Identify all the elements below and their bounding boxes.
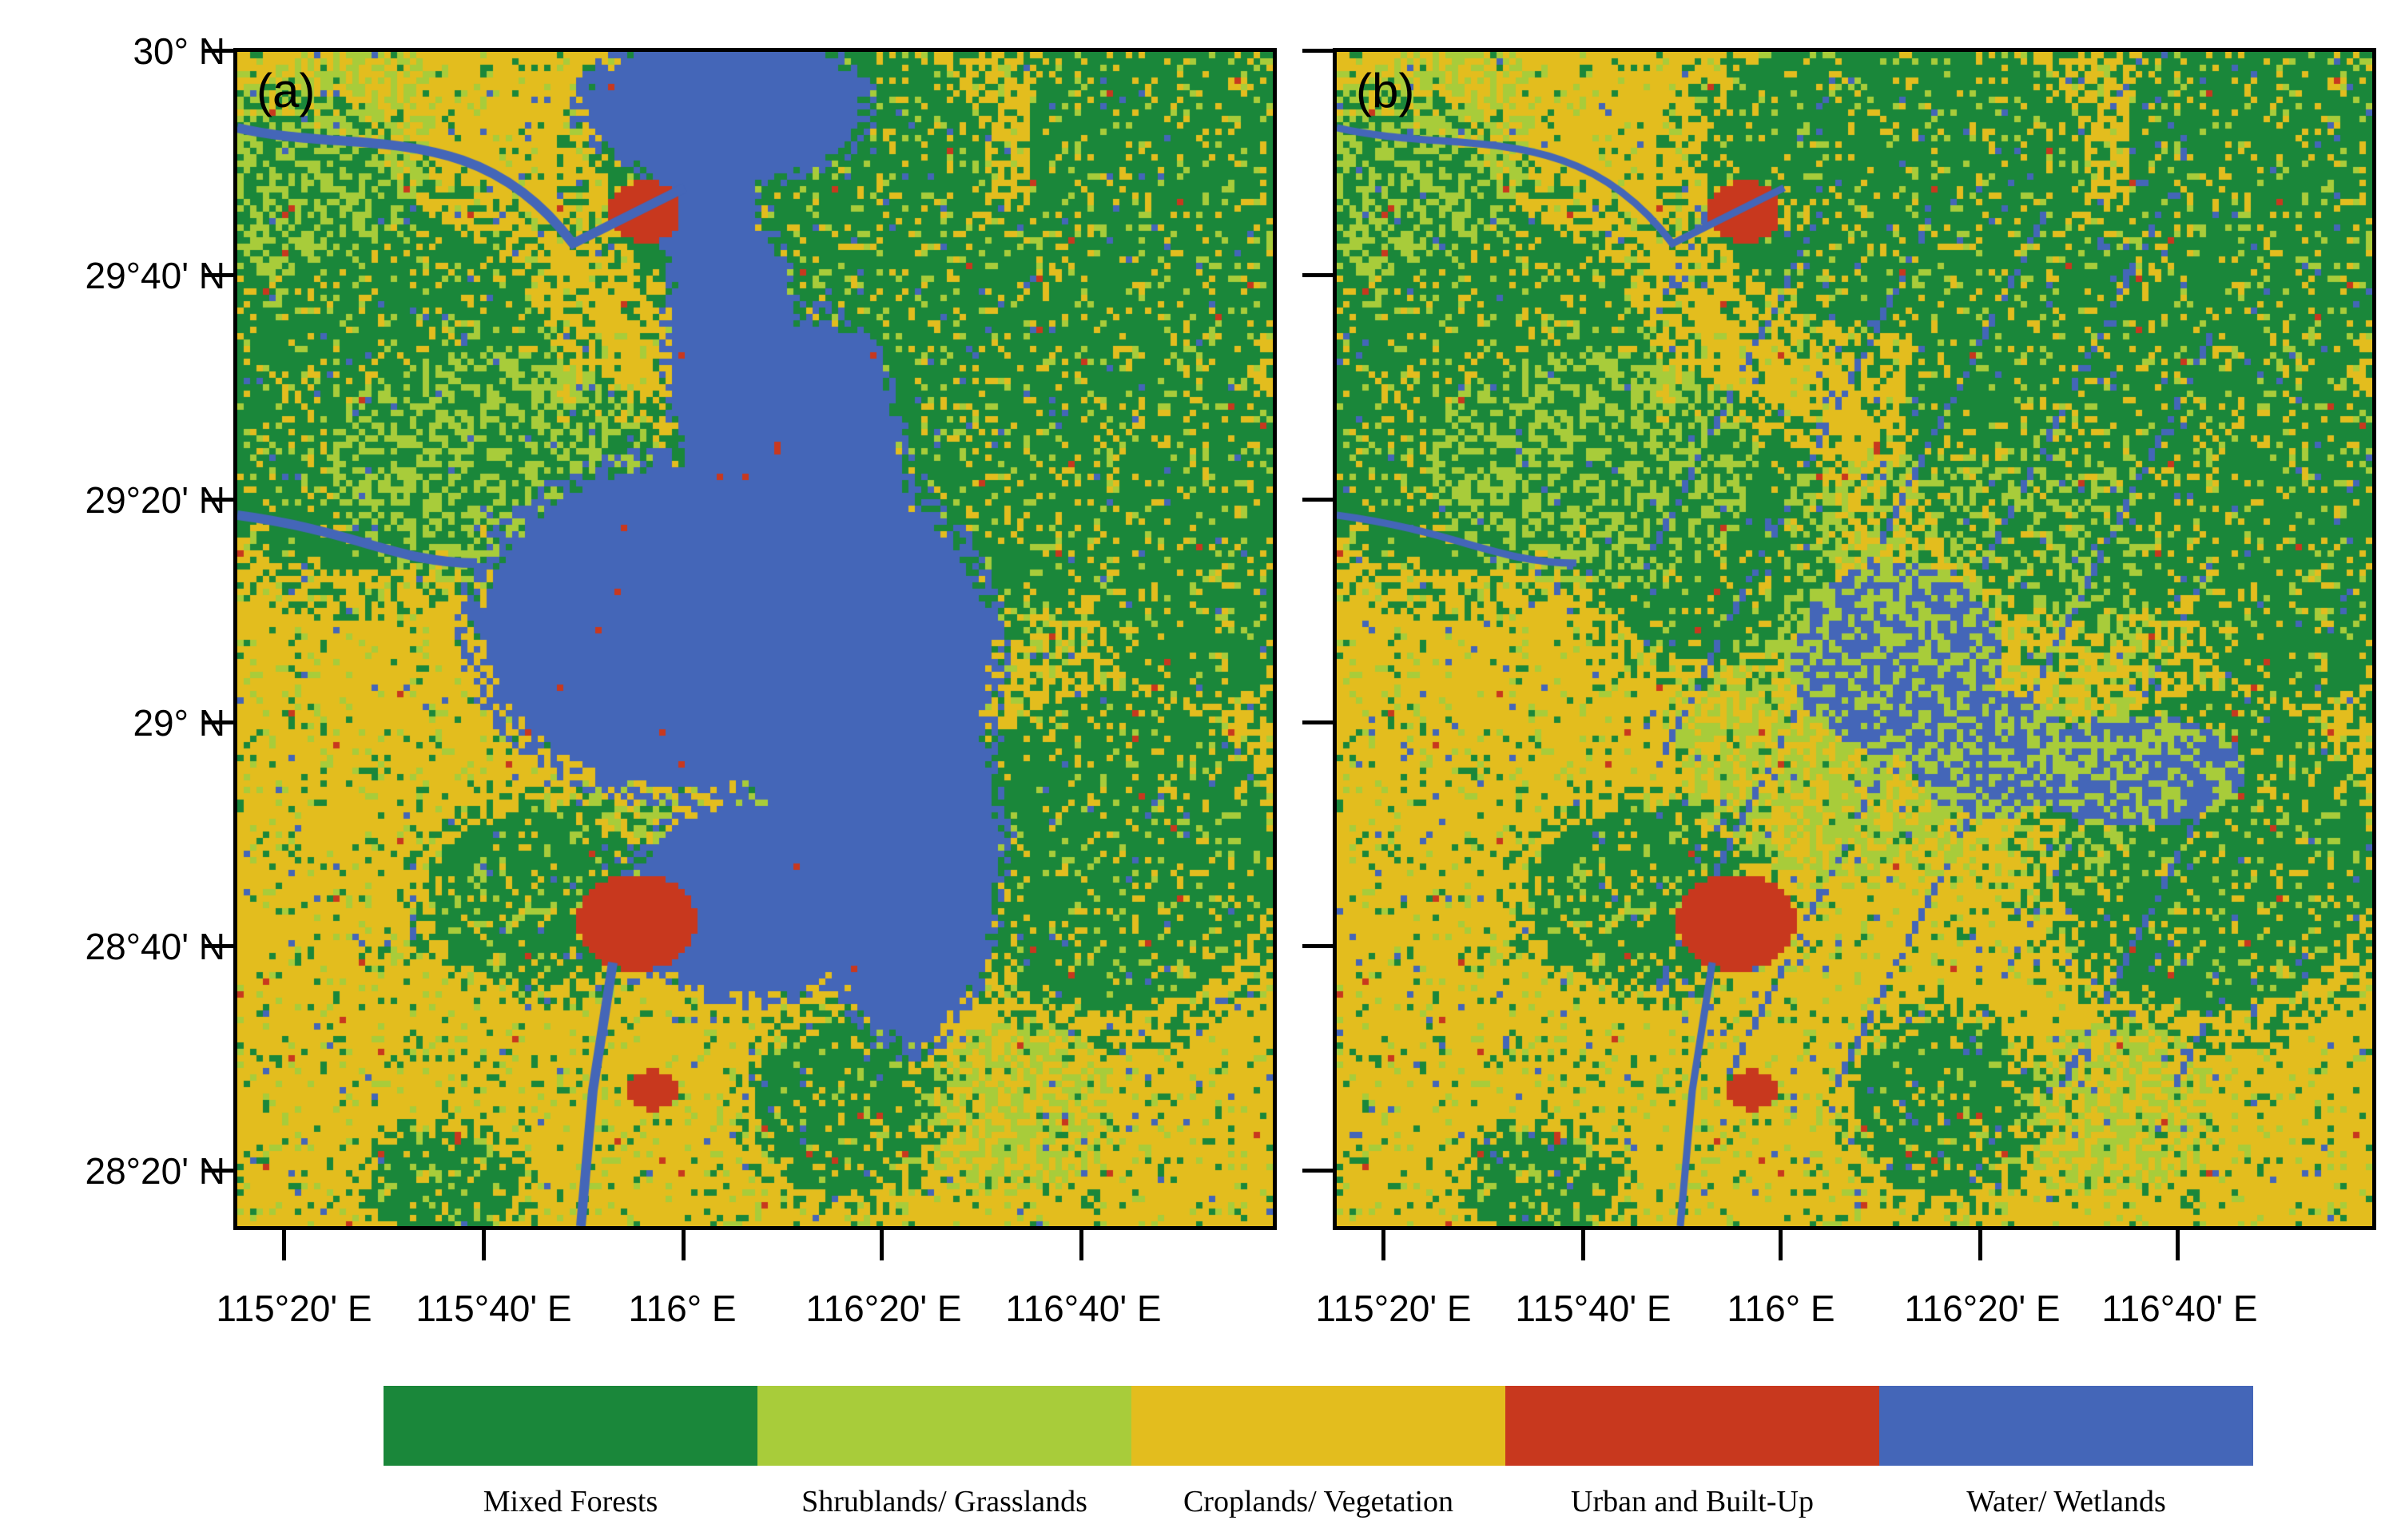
legend-label: Croplands/ Vegetation (1183, 1485, 1454, 1518)
x-tick-label: 116°20' E (805, 1288, 962, 1329)
x-tick-label: 116°20' E (1904, 1288, 2061, 1329)
land-cover-map-b (1337, 52, 2372, 1226)
y-tick (205, 498, 235, 502)
y-tick-label: 29° N (133, 702, 225, 744)
x-tick (1079, 1230, 1083, 1260)
x-tick (880, 1230, 884, 1260)
y-tick (205, 944, 235, 948)
panel-label-a: (a) (256, 64, 316, 117)
x-tick-label: 116°40' E (1005, 1288, 1162, 1329)
x-tick (1978, 1230, 1982, 1260)
y-tick-label: 28°40' N (85, 926, 225, 967)
x-tick-label: 115°20' E (1315, 1288, 1472, 1329)
x-tick-label: 115°40' E (415, 1288, 572, 1329)
legend-color-bar (384, 1386, 2253, 1466)
legend-swatch-urban-built-up (1505, 1386, 1879, 1466)
legend-label: Mixed Forests (483, 1485, 658, 1518)
y-tick (1302, 944, 1333, 948)
x-tick (482, 1230, 486, 1260)
y-tick (1302, 273, 1333, 277)
x-tick-label: 116° E (628, 1288, 737, 1329)
legend-swatch-water-wetlands (1879, 1386, 2253, 1466)
y-tick (1302, 720, 1333, 724)
x-tick (2176, 1230, 2180, 1260)
panel-label-b: (b) (1356, 64, 1415, 117)
x-tick-label: 116° E (1727, 1288, 1835, 1329)
x-tick (1381, 1230, 1385, 1260)
y-tick (1302, 498, 1333, 502)
legend-label: Water/ Wetlands (1966, 1485, 2166, 1518)
y-tick-label: 29°40' N (85, 255, 225, 296)
legend-swatch-shrublands-grasslands (757, 1386, 1131, 1466)
x-tick-label: 115°40' E (1515, 1288, 1672, 1329)
y-tick (205, 720, 235, 724)
legend-swatch-mixed-forests (384, 1386, 757, 1466)
x-tick (682, 1230, 686, 1260)
y-tick (1302, 1169, 1333, 1173)
y-tick-label: 28°20' N (85, 1150, 225, 1192)
y-tick-label: 29°20' N (85, 479, 225, 521)
x-tick (1779, 1230, 1783, 1260)
y-tick-label: 30° N (133, 30, 225, 72)
map-panel-a: (a) (233, 48, 1277, 1230)
legend-labels: Mixed Forests Shrublands/ Grasslands Cro… (384, 1484, 2253, 1519)
x-tick-label: 115°20' E (216, 1288, 372, 1329)
y-tick (205, 49, 235, 53)
legend-label: Shrublands/ Grasslands (801, 1485, 1087, 1518)
land-cover-map-a (237, 52, 1273, 1226)
legend-label: Urban and Built-Up (1571, 1485, 1814, 1518)
x-tick (282, 1230, 286, 1260)
map-panel-b: (b) (1333, 48, 2376, 1230)
x-tick (1581, 1230, 1585, 1260)
y-tick (205, 273, 235, 277)
y-tick (1302, 49, 1333, 53)
legend-swatch-croplands-vegetation (1131, 1386, 1505, 1466)
y-tick (205, 1169, 235, 1173)
x-tick-label: 116°40' E (2101, 1288, 2258, 1329)
